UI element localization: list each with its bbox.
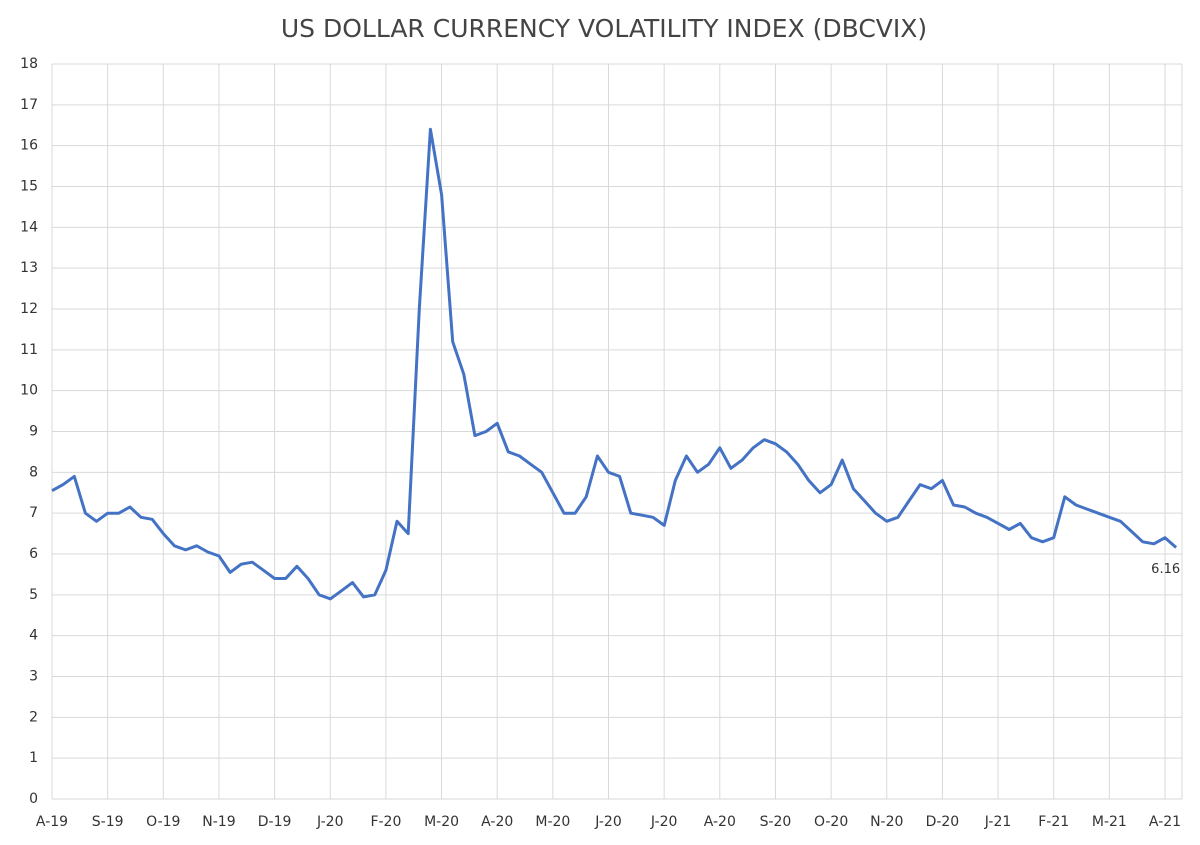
line xyxy=(51,127,1178,601)
y-tick-label: 11 xyxy=(20,342,38,358)
y-tick-label: 9 xyxy=(29,424,38,440)
x-tick-label: O-19 xyxy=(146,814,180,830)
y-tick-label: 7 xyxy=(29,505,38,521)
x-tick-label: A-21 xyxy=(1149,814,1181,830)
x-tick-label: A-19 xyxy=(36,814,68,830)
y-tick-label: 3 xyxy=(29,669,38,685)
y-tick-label: 6 xyxy=(29,546,38,562)
x-tick-label: S-19 xyxy=(92,814,124,830)
y-tick-label: 13 xyxy=(20,260,38,276)
y-tick-label: 14 xyxy=(20,219,38,235)
x-tick-label: J-20 xyxy=(594,814,622,830)
chart-title: US DOLLAR CURRENCY VOLATILITY INDEX (DBC… xyxy=(281,14,927,43)
x-tick-label: M-20 xyxy=(535,814,570,830)
data-label: 6.16 xyxy=(1151,562,1180,577)
y-tick-label: 1 xyxy=(29,750,38,766)
y-tick-label: 8 xyxy=(29,464,38,480)
x-tick-label: F-20 xyxy=(370,814,401,830)
y-tick-label: 2 xyxy=(29,709,38,725)
x-tick-label: S-20 xyxy=(760,814,792,830)
y-tick-label: 0 xyxy=(29,791,38,807)
x-tick-label: O-20 xyxy=(814,814,848,830)
y-tick-label: 17 xyxy=(20,97,38,113)
y-tick-label: 10 xyxy=(20,383,38,399)
x-tick-label: M-21 xyxy=(1092,814,1127,830)
x-tick-label: A-20 xyxy=(481,814,513,830)
x-tick-label: N-19 xyxy=(202,814,235,830)
x-tick-label: D-19 xyxy=(258,814,292,830)
y-tick-label: 16 xyxy=(20,138,38,154)
x-tick-label: J-20 xyxy=(316,814,344,830)
y-tick-label: 4 xyxy=(29,628,38,644)
x-tick-label: N-20 xyxy=(870,814,903,830)
x-tick-label: M-20 xyxy=(424,814,459,830)
y-tick-label: 15 xyxy=(20,179,38,195)
x-tick-label: J-21 xyxy=(984,814,1012,830)
y-tick-label: 5 xyxy=(29,587,38,603)
x-tick-label: A-20 xyxy=(704,814,736,830)
x-tick-label: J-20 xyxy=(650,814,678,830)
y-tick-label: 12 xyxy=(20,301,38,317)
x-tick-label: D-20 xyxy=(926,814,960,830)
x-tick-label: F-21 xyxy=(1038,814,1069,830)
y-tick-label: 18 xyxy=(20,56,38,72)
